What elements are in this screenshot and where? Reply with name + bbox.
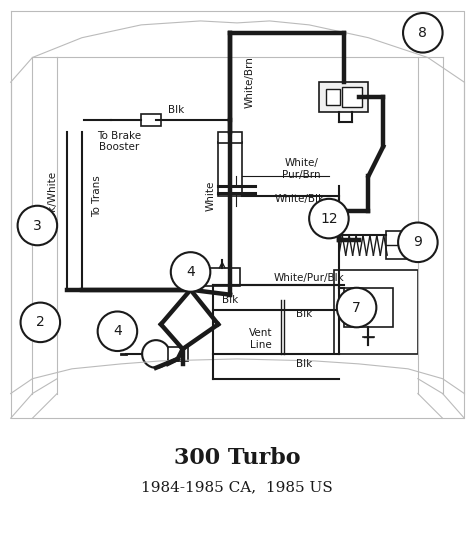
Text: 4: 4 [186,265,195,279]
Bar [319,82,369,112]
Circle shape [398,222,437,262]
Text: Vent
Line: Vent Line [249,328,273,350]
Text: Blk: Blk [296,309,313,320]
Text: 8: 8 [418,26,427,40]
Text: 1984-1985 CA,  1985 US: 1984-1985 CA, 1985 US [141,481,333,495]
Text: Blk/White: Blk/White [47,171,57,221]
Text: Blk: Blk [222,295,238,304]
Text: 7: 7 [352,301,361,315]
Text: White/Pur/Blk: White/Pur/Blk [274,273,344,283]
Text: White/
Pur/Brn: White/ Pur/Brn [282,158,321,180]
Bar [168,347,188,361]
Text: To Brake
Booster: To Brake Booster [97,130,142,153]
Text: 12: 12 [320,212,338,226]
Text: White/Brn: White/Brn [245,56,255,108]
Bar [344,288,393,328]
Text: 3: 3 [33,219,42,233]
Bar [334,270,418,354]
Circle shape [309,199,349,238]
Text: White/Blk: White/Blk [274,194,324,204]
Bar [342,87,361,107]
Text: Blk: Blk [168,105,184,115]
Circle shape [18,206,57,245]
Bar [218,132,242,143]
Circle shape [20,302,60,342]
Text: 300 Turbo: 300 Turbo [174,447,300,469]
Bar [141,114,161,126]
Text: 4: 4 [113,324,122,338]
Text: To Trans: To Trans [92,175,102,217]
Text: 2: 2 [36,315,45,329]
Text: White: White [205,180,215,211]
Text: Blk: Blk [296,359,313,369]
Circle shape [98,311,137,351]
Text: 9: 9 [413,235,422,249]
Bar [326,89,340,105]
Bar [205,268,240,286]
Circle shape [171,252,210,292]
Bar [218,142,242,196]
Circle shape [337,288,376,328]
Bar [344,288,393,328]
Circle shape [403,13,443,53]
Bar [386,231,421,259]
